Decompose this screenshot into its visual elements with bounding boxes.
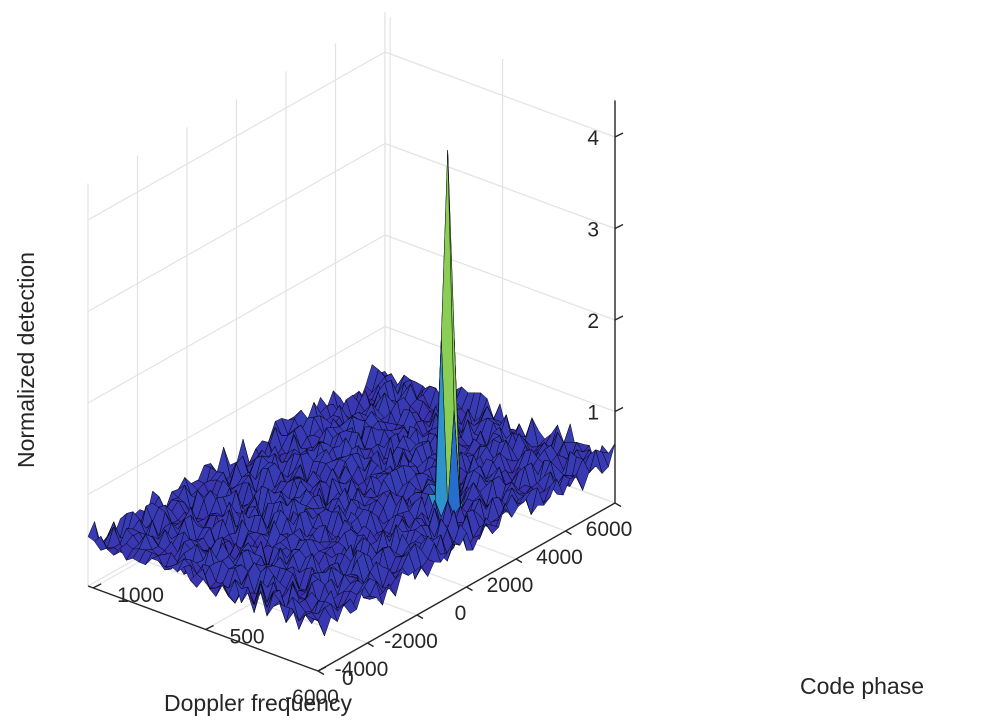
x-tick-label: -4000 xyxy=(335,658,389,681)
y-tick-label: 1000 xyxy=(117,584,164,607)
y-axis-label: Code phase xyxy=(800,673,924,699)
x-tick-label: 6000 xyxy=(586,518,633,541)
x-tick-mark xyxy=(317,670,325,676)
z-tick-label: 1 xyxy=(587,402,599,425)
z-tick-label: 3 xyxy=(587,219,599,242)
x-axis-label: Doppler frequency xyxy=(164,690,352,716)
x-tick-label: 2000 xyxy=(487,574,534,597)
z-tick-mark xyxy=(614,223,624,230)
x-tick-mark xyxy=(367,642,374,648)
x-tick-label: 0 xyxy=(455,602,467,625)
y-tick-label: 500 xyxy=(230,625,265,648)
x-tick-label: -6000 xyxy=(285,686,339,709)
x-tick-mark xyxy=(515,558,523,564)
y-tick-mark xyxy=(92,583,102,589)
y-tick-mark xyxy=(205,624,214,631)
z-tick-label: 2 xyxy=(587,310,599,333)
y-axis-line xyxy=(87,585,319,672)
x-tick-label: 4000 xyxy=(536,546,583,569)
z-tick-mark xyxy=(614,406,624,413)
surface-mesh xyxy=(87,150,616,637)
x-tick-mark xyxy=(614,502,622,508)
y-tick-mark xyxy=(317,666,327,672)
x-tick-mark xyxy=(416,614,424,620)
x-tick-label: -2000 xyxy=(384,630,438,653)
z-tick-label: 4 xyxy=(587,127,599,150)
y-tick-label: 0 xyxy=(342,667,354,690)
z-tick-mark xyxy=(614,315,624,321)
z-tick-mark xyxy=(614,132,624,138)
z-axis-label: Normalized detection xyxy=(13,252,39,468)
x-tick-mark xyxy=(565,530,572,536)
x-tick-mark xyxy=(466,586,473,592)
surface-face xyxy=(311,617,325,637)
